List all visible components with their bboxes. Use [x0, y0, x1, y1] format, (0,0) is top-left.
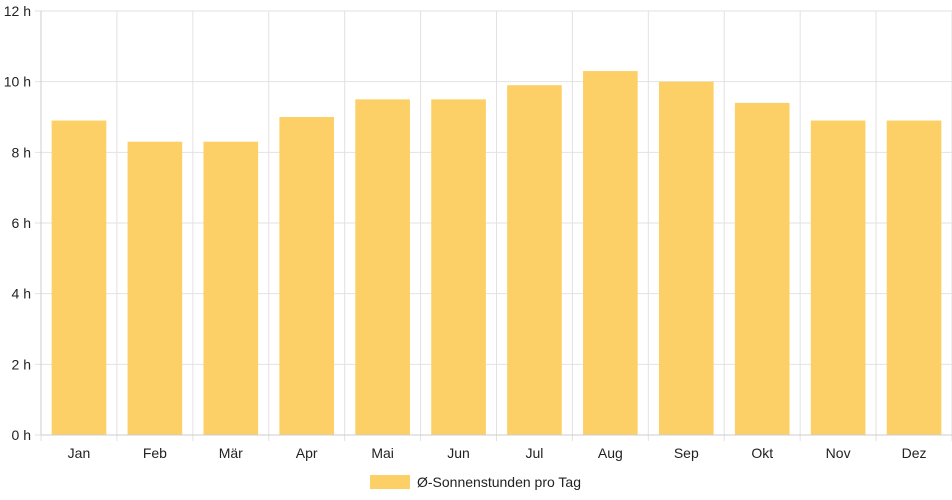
bar-jan[interactable] [51, 120, 107, 436]
y-tick-label: 2 h [12, 356, 31, 372]
x-tick-label: Mai [371, 445, 394, 461]
bar-jul[interactable] [507, 85, 562, 435]
x-tick-label: Jul [526, 445, 544, 461]
x-tick-label: Mär [219, 445, 243, 461]
bar-apr[interactable] [279, 117, 335, 435]
bar-mai[interactable] [355, 99, 410, 435]
x-tick-label: Sep [674, 445, 699, 461]
y-axis-ticks: 0 h 2 h 4 h 6 h 8 h 10 h 12 h [4, 3, 31, 443]
bar-aug[interactable] [583, 71, 638, 436]
x-tick-label: Okt [751, 445, 773, 461]
x-tick-label: Aug [598, 445, 623, 461]
bar-dez[interactable] [886, 120, 942, 436]
y-tick-label: 0 h [12, 427, 31, 443]
x-axis-ticks: Jan Feb Mär Apr Mai Jun Jul Aug Sep Okt Nov Dez [68, 445, 927, 461]
x-tick-label: Apr [296, 445, 318, 461]
x-tick-label: Jun [447, 445, 470, 461]
bar-sep[interactable] [658, 81, 714, 436]
bar-okt[interactable] [734, 102, 790, 435]
x-tick-label: Dez [902, 445, 927, 461]
x-tick-label: Jan [68, 445, 91, 461]
legend-swatch [370, 475, 410, 489]
bar-nov[interactable] [810, 120, 866, 436]
bar-jun[interactable] [431, 99, 486, 435]
y-tick-label: 10 h [4, 74, 31, 90]
y-tick-label: 6 h [12, 215, 31, 231]
x-tick-label: Feb [143, 445, 167, 461]
y-tick-label: 8 h [12, 144, 31, 160]
x-tick-label: Nov [826, 445, 851, 461]
legend-label: Ø-Sonnenstunden pro Tag [417, 474, 581, 490]
grid-lines [35, 10, 952, 441]
bar-feb[interactable] [127, 141, 183, 435]
y-tick-label: 12 h [4, 3, 31, 19]
legend[interactable]: Ø-Sonnenstunden pro Tag [370, 474, 581, 490]
axes [40, 11, 952, 436]
y-tick-label: 4 h [12, 286, 31, 302]
bar-group [51, 71, 942, 436]
bar-mär[interactable] [203, 141, 259, 435]
